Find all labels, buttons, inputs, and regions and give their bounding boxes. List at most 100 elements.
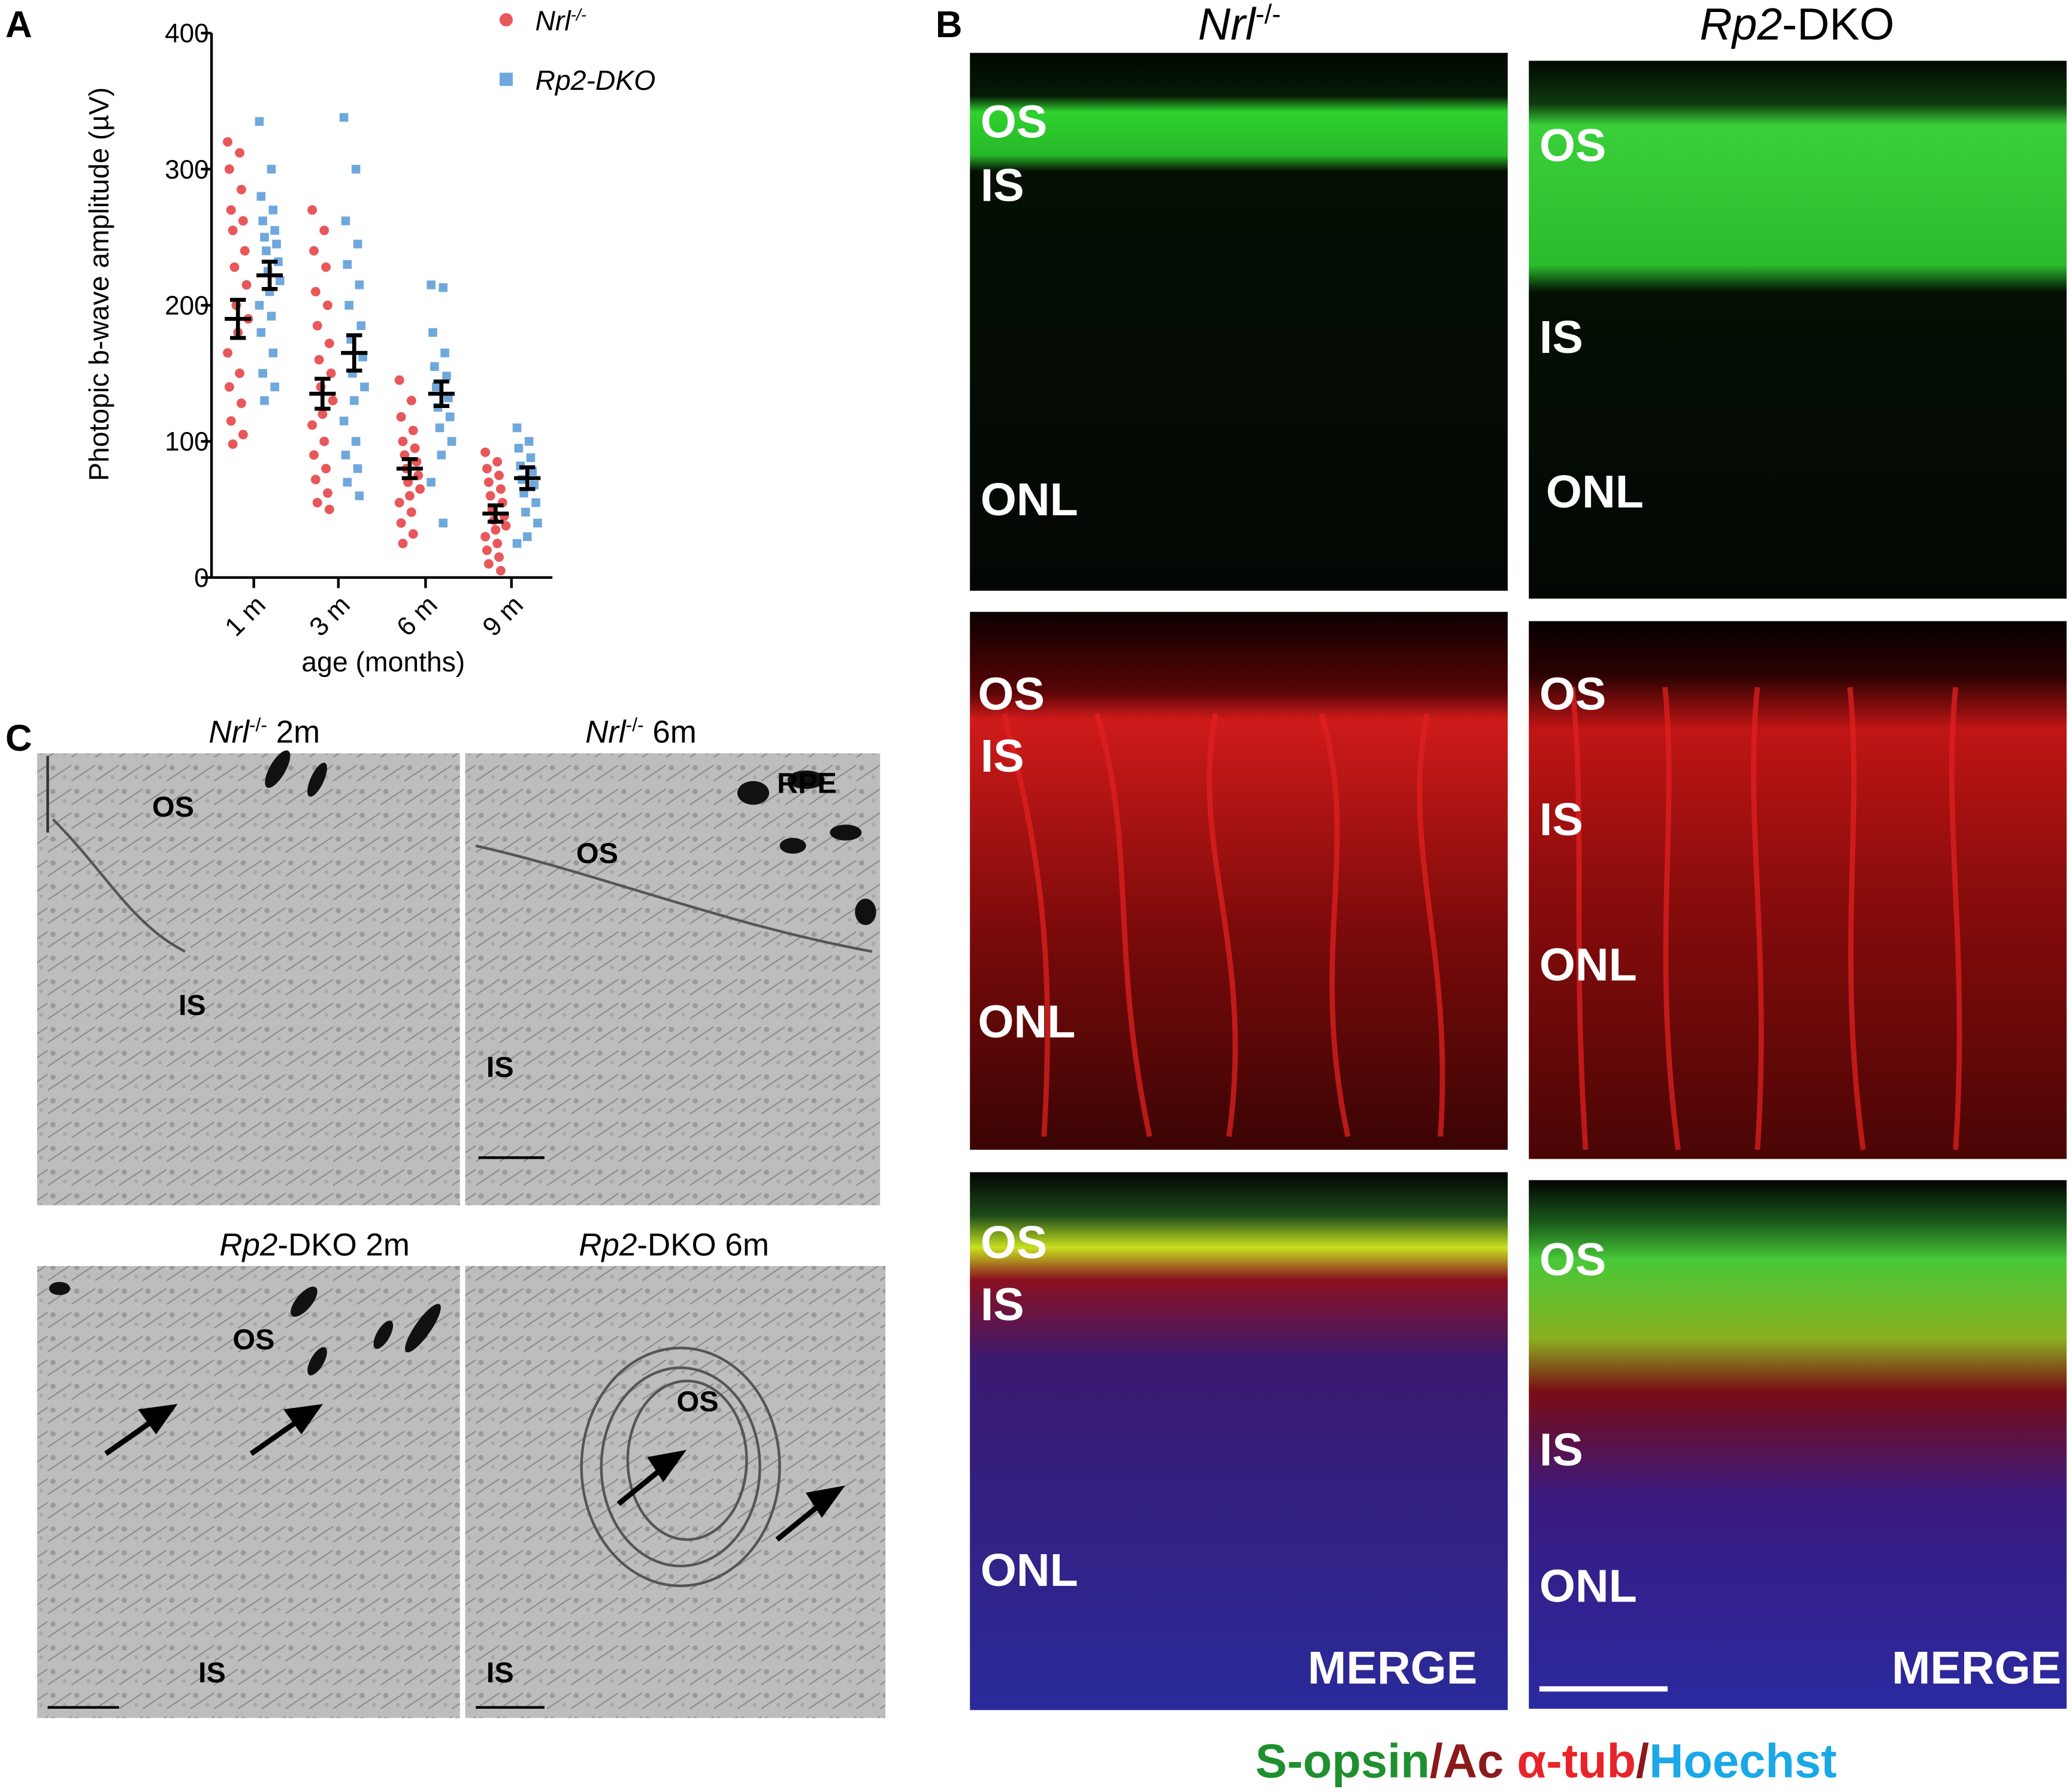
data-point [241, 280, 252, 290]
layer-label: IS [981, 1279, 1024, 1331]
stain-name: Ac [1443, 1734, 1504, 1788]
text-part: -DKO 6m [637, 1227, 769, 1262]
layer-label: ONL [981, 474, 1078, 525]
data-point [428, 328, 437, 337]
data-point [353, 240, 362, 249]
data-point [482, 545, 492, 555]
layer-label: ONL [1539, 1560, 1637, 1612]
stain-legend: S-opsin/Ac α-tub/Hoechst [1256, 1734, 1837, 1788]
em-label: RPE [777, 767, 837, 799]
em-label: IS [486, 1657, 514, 1689]
data-point [514, 443, 524, 453]
data-point [427, 280, 435, 289]
data-point [319, 225, 329, 235]
y-tick-label: 400 [165, 19, 209, 49]
data-point [260, 396, 269, 405]
layer-label: OS [981, 1217, 1048, 1268]
y-tick-label: 100 [165, 427, 209, 457]
x-tick-label: 9 m [477, 590, 529, 642]
legend-label: Rp2-DKO [536, 65, 656, 96]
title: Nrl-/- [1198, 0, 1281, 49]
scale-bars [46, 756, 545, 1709]
data-point [317, 409, 328, 419]
layer-label: ONL [981, 1545, 1078, 1596]
data-point [482, 464, 492, 474]
data-point [255, 117, 264, 126]
text-part: -DKO [1782, 0, 1894, 49]
panel-letter: C [5, 718, 32, 759]
data-point [445, 412, 455, 422]
data-point [310, 475, 320, 485]
data-point [430, 362, 439, 371]
data-point [307, 205, 317, 215]
layer-label: MERGE [1892, 1642, 2061, 1694]
data-point [438, 283, 448, 292]
data-point [272, 240, 281, 249]
data-point [226, 416, 236, 426]
data-point [256, 328, 266, 337]
data-point [415, 484, 425, 494]
legend-label: Nrl-/- [536, 5, 586, 37]
data-point [398, 436, 408, 446]
data-point [526, 453, 536, 463]
data-point [394, 498, 404, 507]
layer-label: MERGE [1308, 1642, 1477, 1694]
data-point [274, 257, 283, 267]
data-point [524, 437, 534, 446]
data-point [237, 398, 246, 409]
micrograph [1529, 61, 2067, 599]
title: Rp2-DKO 6m [579, 1227, 769, 1262]
text-part: -DKO 2m [277, 1227, 410, 1262]
stain-name: Hoechst [1649, 1734, 1837, 1788]
layer-label: ONL [1539, 939, 1637, 991]
data-point [521, 507, 530, 517]
micrograph [1529, 621, 2067, 1159]
data-point [228, 439, 238, 449]
layer-label: OS [978, 668, 1045, 720]
data-point [480, 531, 491, 542]
data-point [258, 216, 267, 225]
micrograph [970, 612, 1508, 1150]
data-point [321, 262, 331, 272]
data-point [355, 491, 364, 500]
layer-label: IS [981, 159, 1024, 211]
data-point [341, 216, 350, 225]
data-point [435, 423, 444, 433]
data-point [260, 232, 269, 242]
em-label: OS [677, 1386, 719, 1418]
x-tick-label: 1 m [219, 590, 271, 642]
arrows [104, 1404, 845, 1542]
em-label: IS [486, 1051, 514, 1084]
text-part: 6m [644, 715, 697, 750]
data-point [485, 491, 495, 501]
data-point [396, 518, 406, 528]
data-point [224, 382, 234, 392]
data-point [408, 529, 418, 539]
data-point [238, 216, 248, 226]
em-label: IS [179, 989, 206, 1022]
data-point [432, 382, 441, 392]
scatter-plot: 0 100 200 300 400 1 m 3 m 6 m 9 m Photopic b-wave… [83, 5, 655, 678]
stain-name: / [1430, 1734, 1443, 1788]
data-point [447, 437, 456, 446]
x-tick-label: 3 m [304, 590, 356, 642]
data-point [512, 539, 522, 548]
layer-label: OS [1539, 1234, 1607, 1286]
micrograph [465, 753, 881, 1205]
data-point [226, 205, 236, 215]
melanosomes [49, 750, 876, 1376]
y-tick-label: 0 [194, 563, 209, 593]
data-point [323, 488, 332, 498]
data-point [343, 478, 352, 487]
stain-name: / [1636, 1734, 1649, 1788]
layer-label: IS [1539, 312, 1583, 363]
x-axis-title: age (months) [301, 646, 465, 678]
data-point [408, 425, 418, 436]
data-point [483, 559, 494, 569]
italic-part: Rp2 [1699, 0, 1782, 49]
layer-label: OS [1539, 120, 1607, 171]
data-point [351, 165, 361, 174]
data-point [237, 185, 246, 195]
superscript: -/- [626, 714, 644, 736]
data-point [405, 491, 415, 501]
